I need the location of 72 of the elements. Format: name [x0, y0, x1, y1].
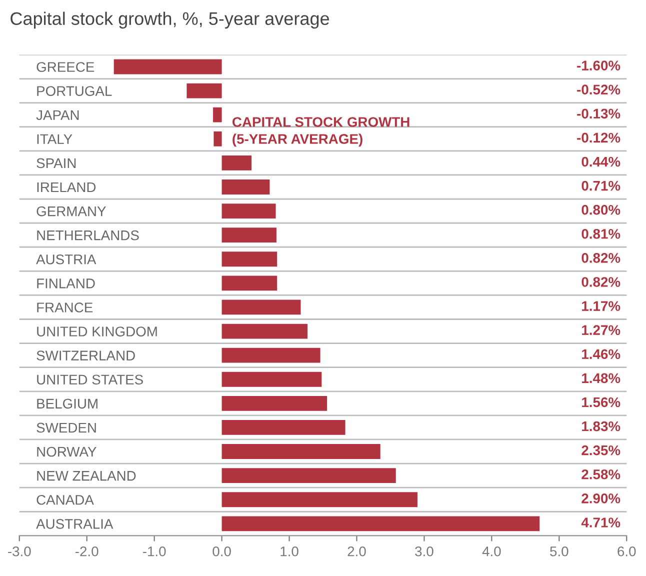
data-label: 1.27%	[582, 325, 620, 335]
y-tick-label: AUSTRIA	[36, 254, 96, 264]
x-tick-label: -2.0	[76, 546, 98, 556]
data-label: 2.58%	[582, 469, 620, 480]
annotation: CAPITAL STOCK GROWTH (5-YEAR AVERAGE)	[232, 117, 410, 147]
data-label: 1.48%	[582, 373, 620, 384]
data-label: 1.17%	[582, 301, 620, 311]
data-label: -0.12%	[577, 132, 620, 143]
y-tick-label: GREECE	[36, 62, 94, 72]
y-tick-label: CANADA	[36, 494, 94, 505]
y-tick-label: JAPAN	[36, 110, 79, 120]
bar	[222, 228, 276, 243]
y-tick-label: FINLAND	[37, 278, 95, 288]
data-label: 4.71%	[581, 518, 620, 528]
y-tick-label: BELGIUM	[37, 398, 98, 409]
y-tick-label: SPAIN	[36, 158, 76, 168]
bar	[222, 468, 396, 484]
bar	[222, 155, 252, 170]
y-tick-label: SWITZERLAND	[36, 350, 135, 360]
x-tick-label: 3.0	[415, 546, 434, 556]
bar	[222, 324, 308, 339]
bar	[222, 348, 320, 363]
x-tick-label: 6.0	[618, 546, 636, 556]
bar	[186, 83, 222, 98]
data-label: 0.81%	[582, 228, 620, 239]
x-tick-label: 2.0	[348, 546, 366, 556]
y-tick-label: IRELAND	[37, 182, 96, 192]
data-label: 1.46%	[582, 349, 620, 360]
data-label: 0.44%	[582, 156, 620, 167]
bar	[222, 276, 278, 291]
bar	[222, 444, 380, 459]
x-tick-label: 5.0	[550, 546, 568, 556]
x-tick-label: 1.0	[280, 546, 298, 556]
data-label: 1.83%	[582, 421, 620, 432]
data-label: 1.56%	[582, 397, 620, 408]
bar	[222, 516, 540, 532]
bar	[222, 492, 418, 508]
bar	[222, 204, 276, 218]
y-tick-label: NORWAY	[37, 446, 96, 457]
bar	[222, 300, 301, 315]
y-tick-label: NEW ZEALAND	[37, 471, 136, 481]
data-label: 0.80%	[582, 204, 620, 215]
y-tick-label: FRANCE	[37, 302, 93, 312]
y-tick-label: GERMANY	[36, 206, 106, 216]
y-tick-label: PORTUGAL	[37, 86, 112, 96]
y-tick-label: NETHERLANDS	[37, 230, 139, 240]
bar	[222, 180, 270, 194]
x-tick-label: -1.0	[142, 546, 166, 556]
bar	[222, 372, 322, 387]
x-tick-label: 4.0	[482, 546, 501, 556]
bar	[214, 131, 222, 146]
y-tick-label: AUSTRALIA	[36, 518, 114, 529]
bar	[222, 420, 346, 435]
bar	[114, 59, 222, 74]
y-tick-label: SWEDEN	[36, 422, 96, 433]
y-tick-label: UNITED KINGDOM	[37, 326, 157, 336]
data-label: 0.82%	[582, 277, 620, 287]
y-tick-label: UNITED STATES	[37, 374, 143, 385]
x-tick-label: 0.0	[212, 546, 231, 556]
bar	[222, 252, 278, 267]
bar	[222, 396, 328, 411]
data-label: -0.13%	[577, 108, 620, 119]
chart-title: Capital stock growth, %, 5-year average	[10, 12, 330, 29]
data-label: -0.52%	[577, 84, 620, 95]
data-label: 0.82%	[582, 253, 620, 263]
data-label: 2.90%	[582, 494, 620, 504]
data-label: 2.35%	[582, 445, 620, 456]
data-label: -1.60%	[577, 60, 620, 70]
data-label: 0.71%	[582, 180, 620, 191]
y-tick-label: ITALY	[37, 134, 72, 144]
bar	[213, 107, 222, 122]
x-tick-label: -3.0	[8, 546, 31, 556]
